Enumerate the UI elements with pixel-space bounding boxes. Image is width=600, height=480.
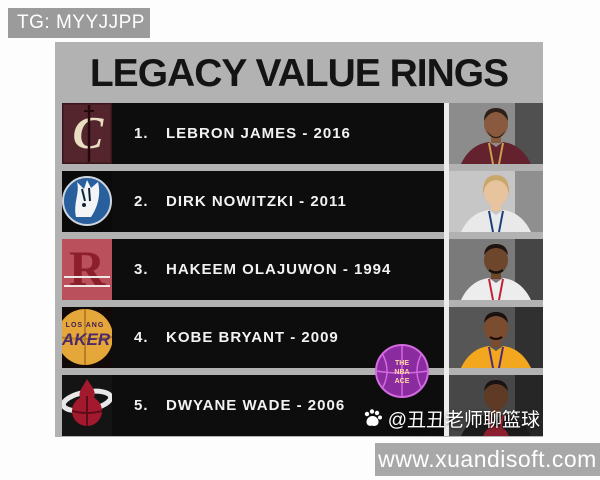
- row-bar: 2. DIRK NOWITZKI - 2011: [112, 171, 445, 232]
- row-rank: 3.: [134, 261, 149, 278]
- row-label: DWYANE WADE - 2006: [166, 397, 346, 414]
- row-label: DIRK NOWITZKI - 2011: [166, 193, 347, 210]
- svg-text:NBA: NBA: [394, 369, 409, 376]
- row-bar: 3. HAKEEM OLAJUWON - 1994: [112, 239, 445, 300]
- author-watermark-text: @丑丑老师聊篮球: [387, 409, 540, 431]
- lakers-logo-icon: LOS ANG AKER: [62, 307, 112, 368]
- cavaliers-logo-icon: C: [62, 103, 112, 164]
- ranking-row: R 3. HAKEEM OLAJUWON - 1994: [62, 239, 543, 300]
- site-url-text: www.xuandisoft.com: [378, 446, 597, 472]
- dwyane-wade-photo: [449, 375, 543, 436]
- poster-title: LEGACY VALUE RINGS: [89, 52, 509, 95]
- rockets-logo-icon: R: [62, 239, 112, 300]
- nba-ace-ball-logo-icon: THE NBA ACE: [374, 343, 430, 399]
- svg-text:R: R: [69, 240, 106, 296]
- site-url-bar: www.xuandisoft.com: [375, 443, 600, 476]
- row-label: HAKEEM OLAJUWON - 1994: [166, 261, 392, 278]
- tg-watermark-badge: TG: MYYJJPP: [8, 8, 150, 38]
- ranking-row: 2. DIRK NOWITZKI - 2011: [62, 171, 543, 232]
- kobe-bryant-photo: [449, 307, 543, 368]
- row-rank: 5.: [134, 397, 149, 414]
- column-divider: [444, 103, 449, 436]
- svg-text:ACE: ACE: [395, 378, 410, 385]
- lebron-james-photo: [449, 103, 543, 164]
- heat-logo-icon: [62, 375, 112, 436]
- ranking-row: C 1. LEBRON JAMES - 2016: [62, 103, 543, 164]
- tg-watermark-text: TG: MYYJJPP: [17, 12, 145, 33]
- row-rank: 4.: [134, 329, 149, 346]
- ranking-list: C 1. LEBRON JAMES - 2016: [62, 103, 543, 436]
- dirk-nowitzki-photo: [449, 171, 543, 232]
- row-rank: 2.: [134, 193, 149, 210]
- mavericks-logo-icon: [62, 171, 112, 232]
- row-bar: 1. LEBRON JAMES - 2016: [112, 103, 445, 164]
- svg-text:AKER: AKER: [62, 330, 111, 349]
- row-rank: 1.: [134, 125, 149, 142]
- svg-text:THE: THE: [395, 360, 409, 367]
- author-watermark: @丑丑老师聊篮球: [363, 405, 540, 431]
- row-label: KOBE BRYANT - 2009: [166, 329, 339, 346]
- row-label: LEBRON JAMES - 2016: [166, 125, 351, 142]
- legacy-rings-poster: LEGACY VALUE RINGS C 1. LEBRON JAMES - 2…: [55, 42, 543, 437]
- hakeem-olajuwon-photo: [449, 239, 543, 300]
- ranking-row: LOS ANG AKER 4. KOBE BRYANT - 2009: [62, 307, 543, 368]
- paw-icon: [364, 409, 382, 426]
- svg-text:LOS ANG: LOS ANG: [66, 322, 105, 329]
